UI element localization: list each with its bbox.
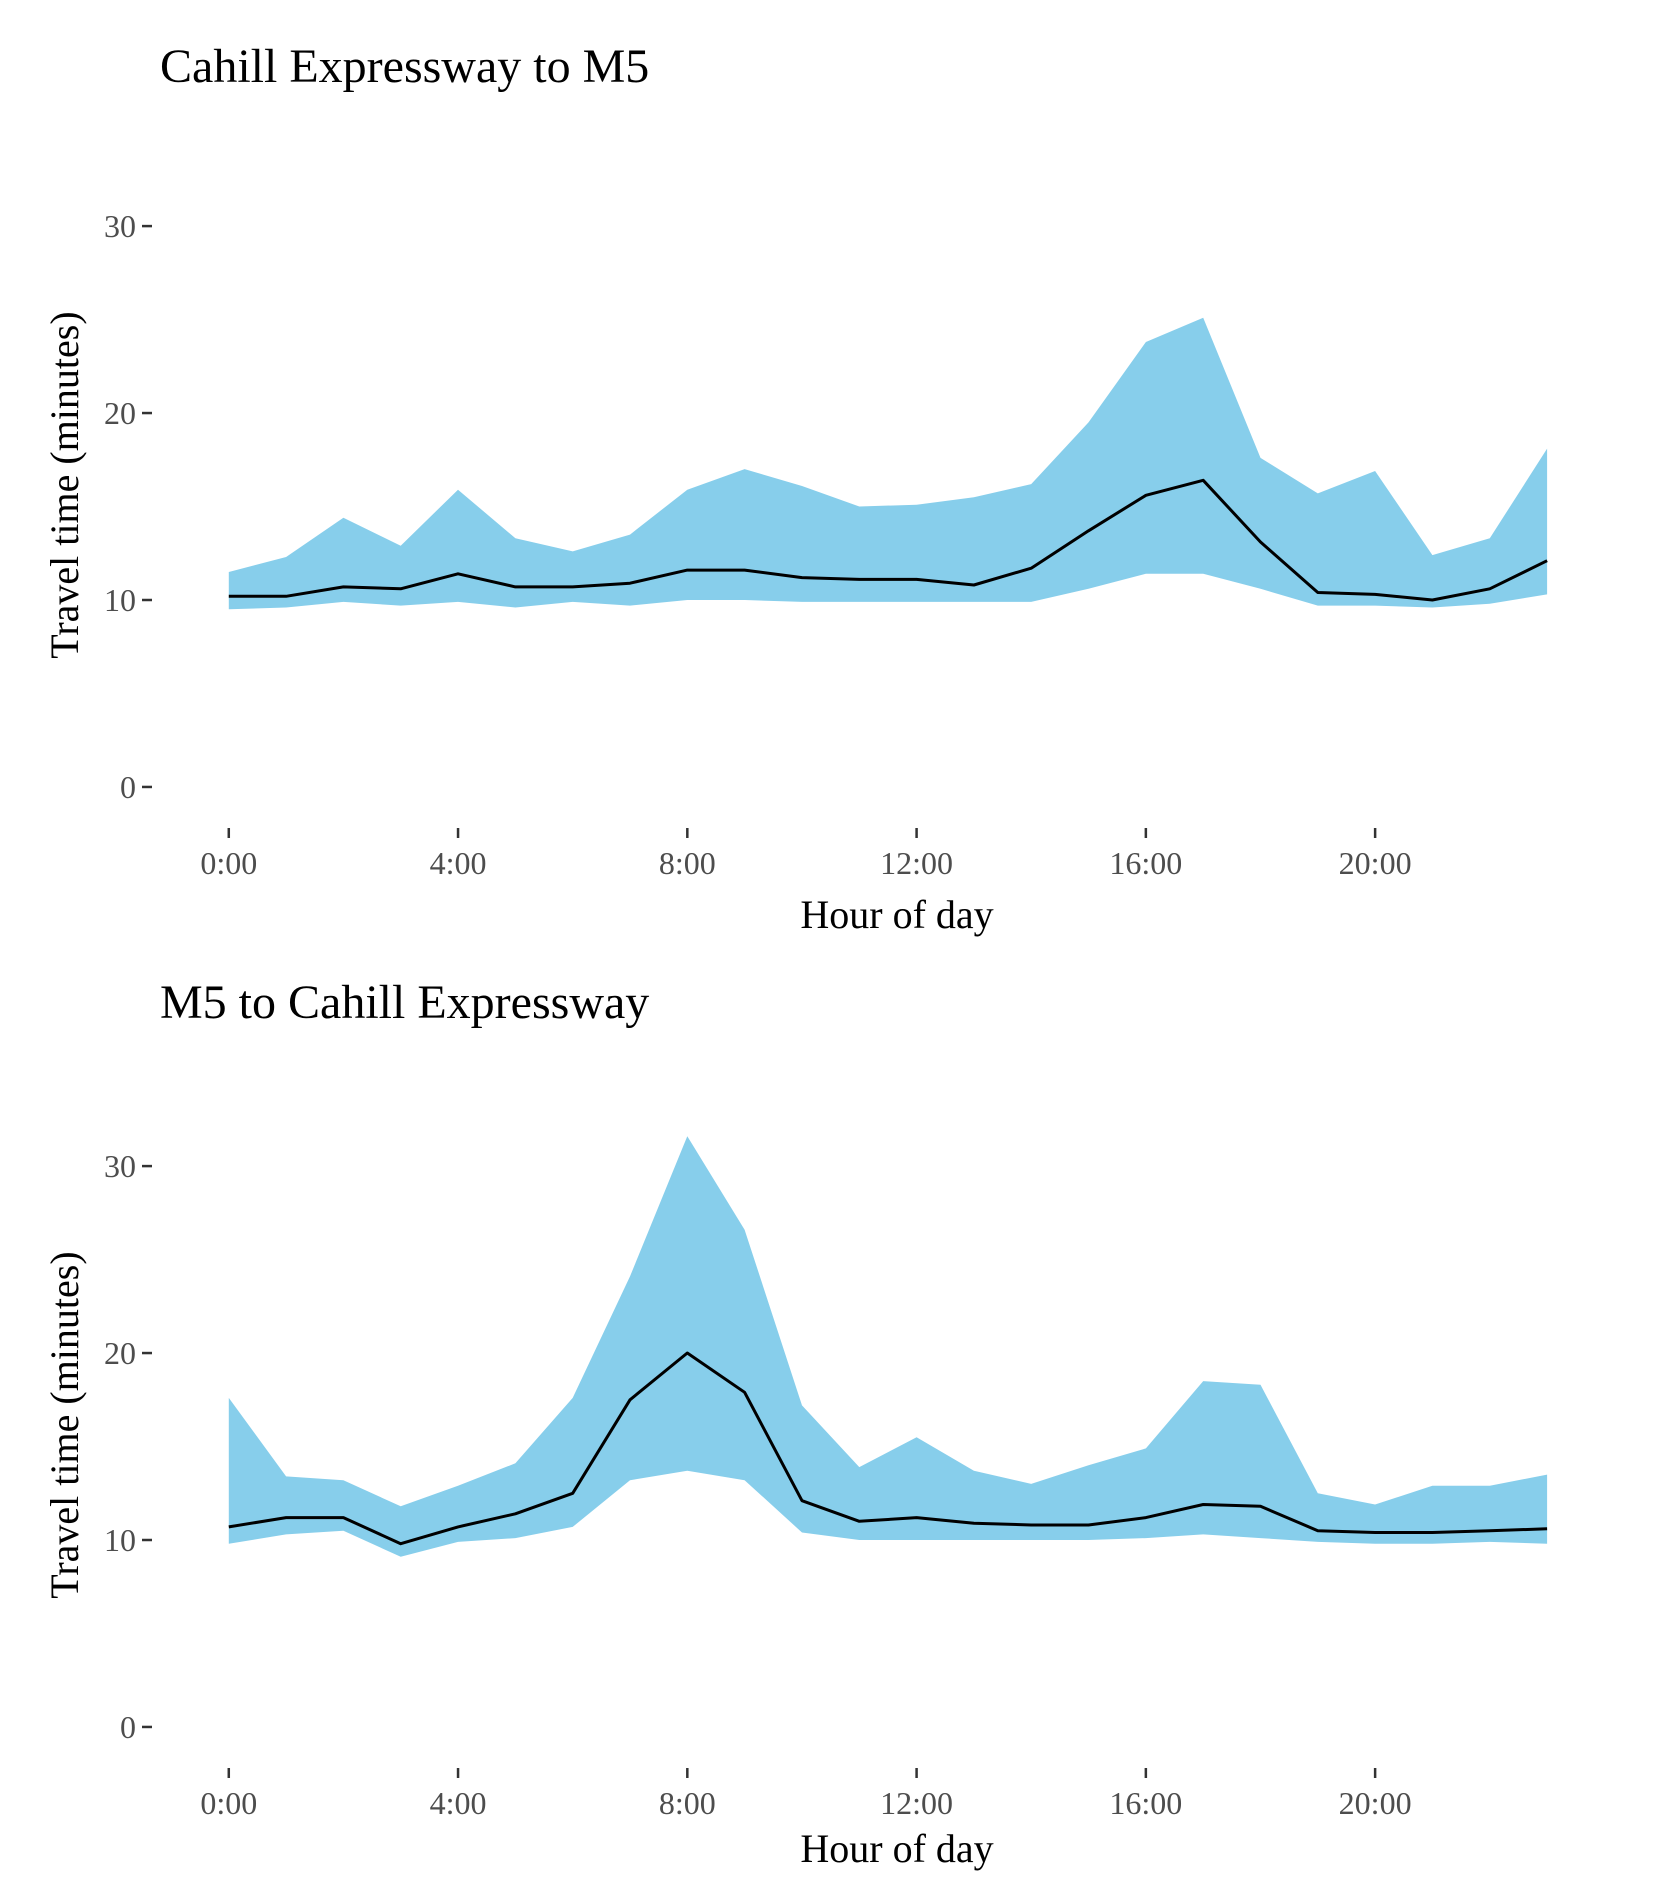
- chart-bottom-svg: M5 to Cahill Expressway 0 10 20 30 0:00 4:00 8…: [42, 976, 1548, 1871]
- chart-panel-top: Cahill Expressway to M5 0 10 20 30 0:00 4:00 8…: [0, 0, 1653, 940]
- plot-area: 0 10 20 30 0:00 4:00 8:00 12:00 16:00 20:00: [104, 208, 1548, 881]
- y-tick-label: 20: [104, 1335, 136, 1371]
- range-band: [228, 1136, 1548, 1557]
- y-axis-title: Travel time (minutes): [42, 1251, 87, 1598]
- x-tick-label: 12:00: [880, 1785, 953, 1821]
- y-tick-label: 10: [104, 582, 136, 618]
- chart-title: M5 to Cahill Expressway: [160, 976, 649, 1029]
- x-tick-label: 16:00: [1109, 845, 1182, 881]
- y-tick-label: 30: [104, 208, 136, 244]
- median-line: [228, 1351, 1548, 1546]
- range-band: [228, 317, 1548, 610]
- x-tick-label: 4:00: [430, 845, 487, 881]
- y-tick-label: 0: [120, 769, 136, 805]
- chart-panel-bottom: M5 to Cahill Expressway 0 10 20 30 0:00 4:00 8…: [0, 940, 1653, 1889]
- x-tick-label: 0:00: [200, 845, 257, 881]
- plot-area: 0 10 20 30 0:00 4:00 8:00 12:00 16:00 20:00: [104, 1136, 1548, 1821]
- x-axis-title: Hour of day: [800, 892, 993, 937]
- x-tick-label: 8:00: [659, 1785, 716, 1821]
- x-tick-label: 20:00: [1339, 1785, 1412, 1821]
- y-tick-label: 30: [104, 1148, 136, 1184]
- x-axis-title: Hour of day: [800, 1826, 993, 1871]
- median-line: [228, 478, 1548, 602]
- y-tick-label: 10: [104, 1522, 136, 1558]
- chart-title: Cahill Expressway to M5: [160, 40, 649, 93]
- x-tick-label: 12:00: [880, 845, 953, 881]
- x-tick-label: 4:00: [430, 1785, 487, 1821]
- x-tick-label: 8:00: [659, 845, 716, 881]
- x-tick-label: 16:00: [1109, 1785, 1182, 1821]
- x-tick-label: 0:00: [200, 1785, 257, 1821]
- chart-top-svg: Cahill Expressway to M5 0 10 20 30 0:00 4:00 8…: [42, 40, 1548, 937]
- y-tick-label: 0: [120, 1709, 136, 1745]
- y-tick-label: 20: [104, 395, 136, 431]
- y-axis-title: Travel time (minutes): [42, 311, 87, 658]
- x-tick-label: 20:00: [1339, 845, 1412, 881]
